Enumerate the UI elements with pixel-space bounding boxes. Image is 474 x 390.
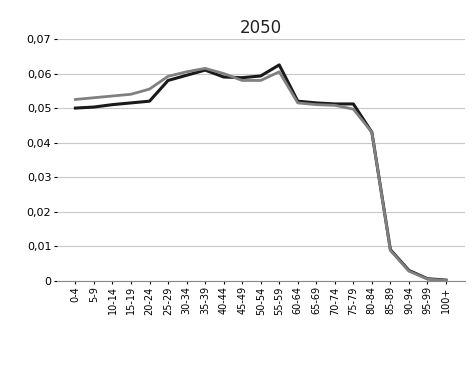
- PROJ_2001 2050: [295, 99, 301, 103]
- PROJ_2008 2050: [313, 102, 319, 107]
- PROJ_2001 2050: [165, 78, 171, 83]
- PROJ_2008 2050: [165, 74, 171, 79]
- PROJ_2001 2050: [313, 101, 319, 105]
- PROJ_2001 2050: [276, 62, 282, 67]
- Line: PROJ_2001 2050: PROJ_2001 2050: [75, 65, 446, 280]
- PROJ_2001 2050: [91, 105, 97, 109]
- PROJ_2001 2050: [202, 68, 208, 73]
- PROJ_2001 2050: [258, 74, 264, 78]
- Title: 2050: 2050: [240, 20, 282, 37]
- PROJ_2008 2050: [128, 92, 134, 97]
- PROJ_2001 2050: [239, 75, 245, 80]
- PROJ_2008 2050: [239, 78, 245, 83]
- PROJ_2001 2050: [425, 277, 430, 281]
- PROJ_2008 2050: [73, 97, 78, 102]
- PROJ_2008 2050: [388, 248, 393, 253]
- PROJ_2008 2050: [276, 69, 282, 74]
- PROJ_2001 2050: [184, 73, 190, 78]
- PROJ_2008 2050: [221, 71, 227, 76]
- PROJ_2001 2050: [221, 74, 227, 79]
- PROJ_2001 2050: [73, 106, 78, 110]
- PROJ_2001 2050: [146, 99, 152, 103]
- PROJ_2001 2050: [128, 101, 134, 105]
- PROJ_2008 2050: [258, 78, 264, 83]
- PROJ_2008 2050: [350, 107, 356, 112]
- PROJ_2008 2050: [184, 69, 190, 74]
- PROJ_2001 2050: [369, 130, 375, 135]
- PROJ_2008 2050: [406, 269, 412, 273]
- PROJ_2008 2050: [332, 103, 337, 108]
- PROJ_2008 2050: [109, 94, 115, 98]
- PROJ_2008 2050: [202, 66, 208, 71]
- Line: PROJ_2008 2050: PROJ_2008 2050: [75, 68, 446, 280]
- PROJ_2008 2050: [443, 278, 449, 283]
- PROJ_2008 2050: [295, 101, 301, 105]
- PROJ_2008 2050: [425, 277, 430, 282]
- PROJ_2008 2050: [91, 96, 97, 100]
- PROJ_2008 2050: [146, 87, 152, 91]
- PROJ_2001 2050: [388, 247, 393, 252]
- PROJ_2001 2050: [406, 268, 412, 273]
- PROJ_2001 2050: [109, 102, 115, 107]
- PROJ_2001 2050: [332, 102, 337, 106]
- PROJ_2001 2050: [443, 278, 449, 282]
- PROJ_2008 2050: [369, 130, 375, 135]
- PROJ_2001 2050: [350, 102, 356, 106]
